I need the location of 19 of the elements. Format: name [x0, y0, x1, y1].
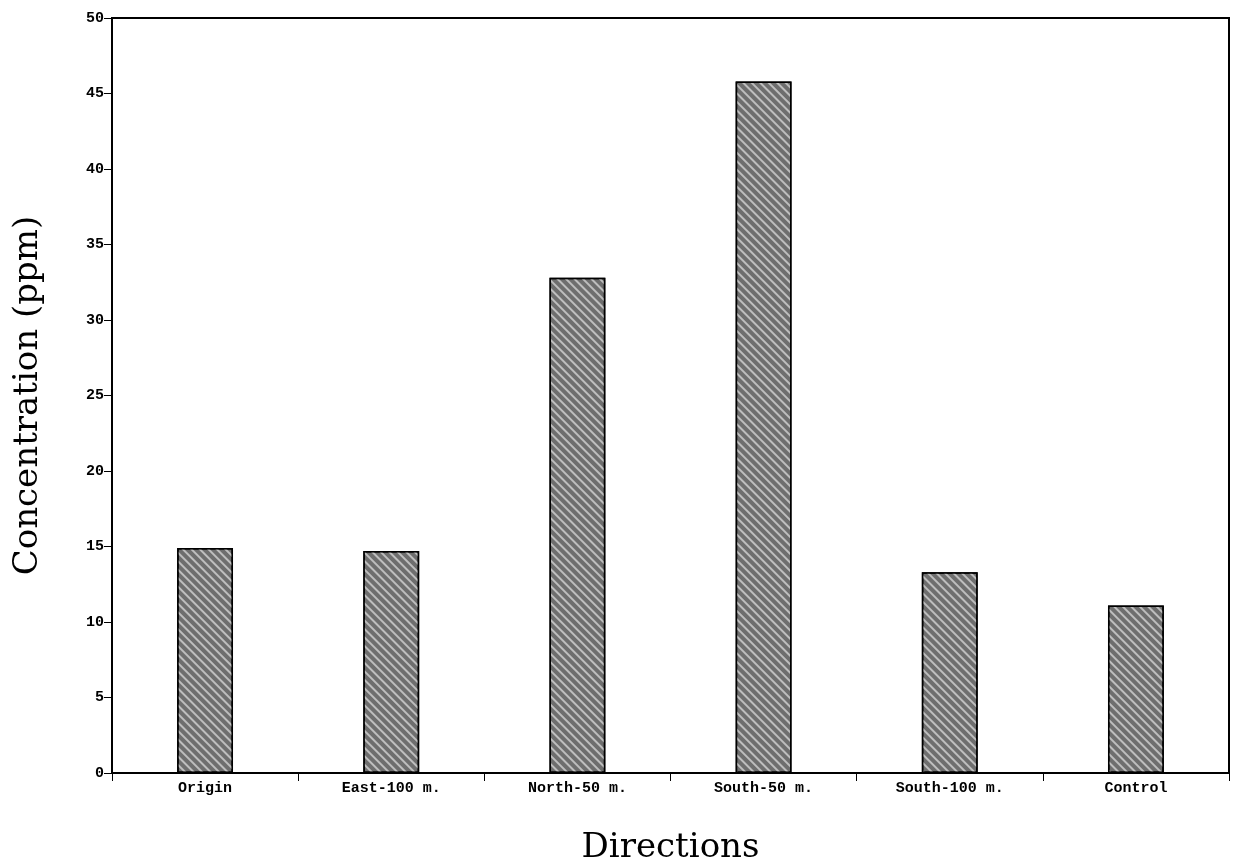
y-tick-label: 10	[85, 613, 104, 631]
x-tick-label: South-100 m.	[895, 780, 1004, 797]
y-tick-label: 30	[85, 311, 104, 329]
y-tick-label: 45	[85, 85, 104, 102]
y-tick-label: 40	[85, 160, 104, 178]
x-tick-label: Origin	[178, 780, 233, 797]
x-tick-label: North-50 m.	[527, 780, 627, 797]
y-tick-label: 5	[94, 689, 104, 706]
x-axis-title: Directions	[581, 825, 760, 865]
y-tick-label: 50	[85, 9, 104, 27]
y-tick-label: 25	[85, 387, 104, 404]
x-tick-label: East-100 m.	[341, 780, 441, 797]
y-tick-label: 0	[94, 764, 104, 782]
y-tick-label: 20	[85, 462, 104, 480]
y-axis-title: Concentration (ppm)	[5, 215, 45, 576]
y-tick-label: 15	[85, 538, 104, 555]
x-tick-label: Control	[1104, 780, 1168, 797]
y-tick-label: 35	[85, 236, 104, 253]
x-tick-label: South-50 m.	[714, 780, 814, 797]
